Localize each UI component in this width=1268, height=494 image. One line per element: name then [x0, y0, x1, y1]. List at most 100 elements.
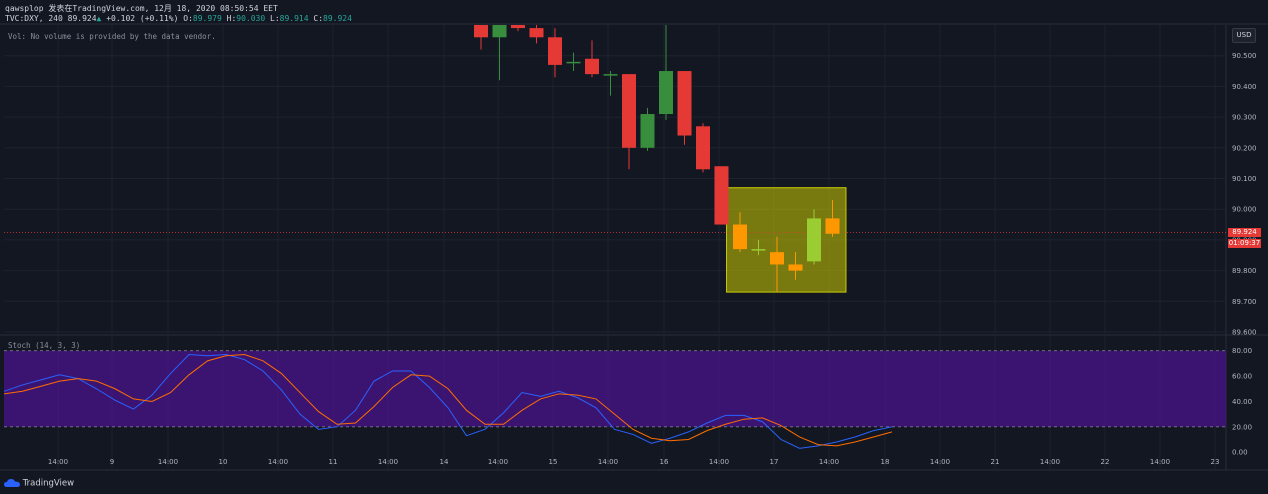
- brand-name: TradingView: [22, 478, 75, 489]
- candle-body: [770, 252, 784, 265]
- countdown-badge: 01:09:37: [1228, 239, 1261, 248]
- candle: [696, 123, 710, 173]
- symbol-name[interactable]: TVC:DXY, 240: [5, 14, 63, 23]
- stoch-tick-label: 80.00: [1232, 347, 1252, 355]
- x-tick-label: 21: [991, 458, 1000, 466]
- candle: [622, 74, 636, 170]
- x-tick-label: 18: [881, 458, 890, 466]
- candle-body: [548, 37, 562, 65]
- candle-body: [474, 25, 488, 38]
- x-tick-label: 9: [110, 458, 114, 466]
- price-tick-label: 90.100: [1232, 175, 1257, 183]
- candle-body: [622, 74, 636, 148]
- x-tick-label: 16: [660, 458, 669, 466]
- low-value: 89.914: [279, 14, 309, 23]
- stoch-tick-label: 20.00: [1232, 423, 1252, 431]
- high-value: 90.030: [236, 14, 266, 23]
- price-tick-label: 90.300: [1232, 114, 1257, 122]
- x-tick-label: 14:00: [48, 458, 68, 466]
- candle-body: [640, 114, 655, 148]
- stoch-tick-label: 0.00: [1232, 449, 1248, 457]
- x-tick-label: 14: [440, 458, 449, 466]
- stoch-d-line: [3, 353, 893, 447]
- close-label: C:: [313, 14, 324, 23]
- candle: [548, 28, 562, 78]
- last-price-badge: 89.924: [1228, 228, 1261, 237]
- candle: [751, 239, 766, 256]
- price-tick-label: 90.000: [1232, 206, 1257, 214]
- candle: [585, 40, 599, 78]
- x-tick-label: 14:00: [598, 458, 618, 466]
- publish-info: qawsplop 发表在TradingView.com, 12月 18, 202…: [5, 4, 278, 13]
- candle-body: [751, 249, 766, 251]
- candle-body: [492, 25, 507, 38]
- open-label: O:: [183, 14, 193, 23]
- x-tick-label: 14:00: [1040, 458, 1060, 466]
- price-tick-label: 89.700: [1232, 298, 1257, 306]
- x-tick-label: 23: [1211, 458, 1220, 466]
- candle: [677, 71, 692, 145]
- stoch-title[interactable]: Stoch (14, 3, 3): [8, 341, 81, 350]
- x-tick-label: 17: [770, 458, 779, 466]
- stoch-tick-label: 40.00: [1232, 398, 1252, 406]
- price-tick-label: 89.600: [1232, 329, 1257, 337]
- candle-body: [659, 71, 673, 115]
- price-tick-label: 90.200: [1232, 144, 1257, 152]
- candle: [566, 52, 581, 72]
- candle-body: [807, 218, 821, 262]
- currency-badge[interactable]: USD: [1232, 28, 1256, 43]
- candle-body: [529, 28, 544, 38]
- volume-note: Vol: No volume is provided by the data v…: [8, 32, 216, 41]
- x-tick-label: 14:00: [930, 458, 950, 466]
- x-tick-label: 14:00: [268, 458, 288, 466]
- candle: [770, 236, 784, 293]
- candle: [788, 252, 803, 280]
- candle: [603, 71, 618, 96]
- stoch-tick-label: 60.00: [1232, 373, 1252, 381]
- candle: [640, 107, 655, 151]
- tradingview-logo[interactable]: TradingView: [4, 478, 74, 490]
- x-tick-label: 11: [329, 458, 338, 466]
- candle-body: [825, 218, 840, 234]
- candle-body: [788, 264, 803, 271]
- candle-body: [566, 61, 581, 64]
- candle-body: [511, 25, 525, 29]
- up-arrow-icon: ▲: [96, 14, 102, 23]
- price-change: +0.102 (+0.11%): [106, 14, 179, 23]
- candle-body: [677, 71, 692, 136]
- candle: [807, 209, 821, 265]
- x-tick-label: 14:00: [819, 458, 839, 466]
- candle: [714, 166, 729, 225]
- x-tick-label: 10: [219, 458, 228, 466]
- x-tick-label: 22: [1101, 458, 1110, 466]
- price-tick-label: 90.400: [1232, 83, 1257, 91]
- x-tick-label: 14:00: [158, 458, 178, 466]
- candle: [511, 25, 525, 32]
- candle-body: [733, 224, 747, 250]
- candle-body: [696, 126, 710, 170]
- candle-body: [603, 74, 618, 76]
- cloud-icon: [4, 479, 20, 487]
- candle: [825, 199, 840, 237]
- candle: [659, 25, 673, 121]
- x-tick-label: 14:00: [1150, 458, 1170, 466]
- candle-body: [714, 166, 729, 225]
- x-tick-label: 14:00: [488, 458, 508, 466]
- candle: [492, 25, 507, 81]
- stoch-k-line: [3, 353, 893, 449]
- low-label: L:: [270, 14, 280, 23]
- candle-body: [585, 58, 599, 75]
- candle: [529, 25, 544, 44]
- symbol-ohlc-line: TVC:DXY, 240 89.924▲ +0.102 (+0.11%) O:8…: [5, 14, 352, 23]
- candle: [474, 25, 488, 50]
- x-tick-label: 15: [549, 458, 558, 466]
- stoch-band: [4, 350, 1226, 427]
- price-tick-label: 89.800: [1232, 267, 1257, 275]
- x-tick-label: 14:00: [378, 458, 398, 466]
- price-tick-label: 90.500: [1232, 52, 1257, 60]
- candle: [733, 212, 747, 253]
- last-price: 89.924: [67, 14, 97, 23]
- close-value: 89.924: [323, 14, 352, 23]
